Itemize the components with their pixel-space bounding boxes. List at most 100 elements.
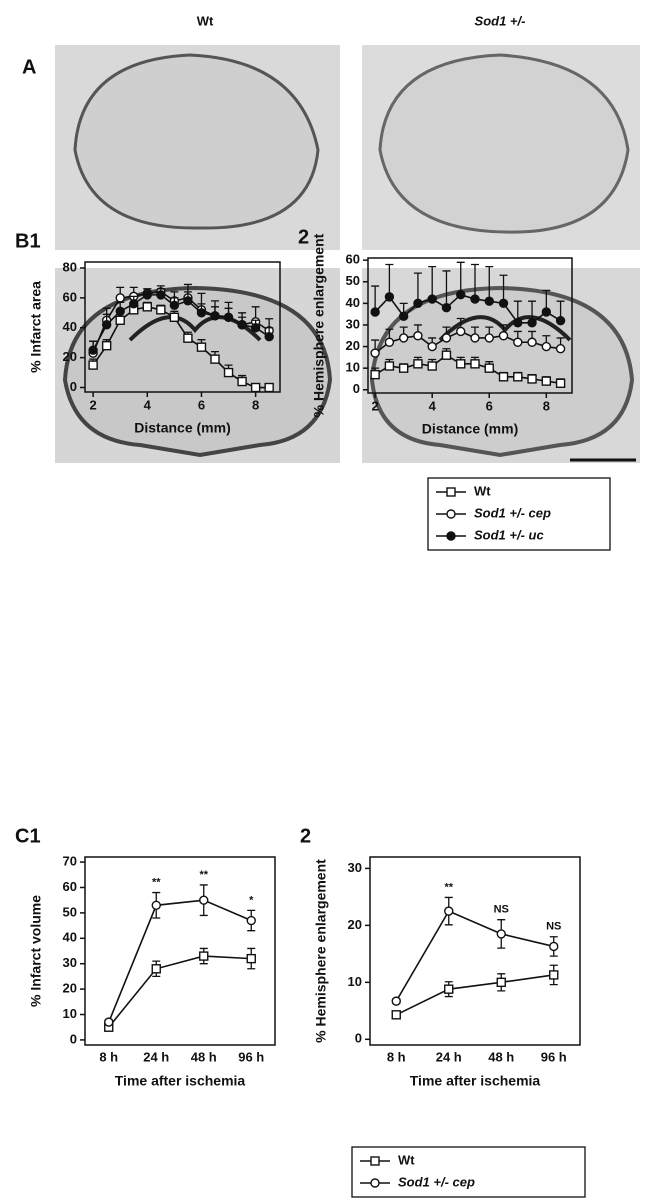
x-axis-label: Distance (mm) [422, 421, 518, 437]
marker [101, 340, 112, 351]
marker [484, 363, 494, 373]
marker [391, 1010, 401, 1020]
marker [498, 372, 509, 382]
x-tick-label: 6 [198, 397, 205, 412]
legend-label: Wt [474, 483, 491, 498]
legend-marker [446, 509, 456, 519]
marker [196, 342, 207, 352]
marker [237, 320, 247, 330]
marker [115, 306, 125, 317]
y-tick-label: 60 [63, 879, 77, 894]
error-bar [413, 272, 422, 304]
series-line [108, 955, 252, 1028]
plot-frame [369, 856, 581, 1046]
marker [384, 292, 395, 302]
marker [549, 941, 559, 952]
marker [527, 374, 537, 384]
y-tick-label: 50 [63, 904, 77, 919]
marker [498, 298, 509, 309]
marker [513, 337, 523, 347]
marker [250, 382, 261, 393]
marker [142, 290, 152, 300]
significance-label: * [249, 894, 254, 906]
x-tick-label: 24 h [143, 1049, 169, 1064]
marker [398, 363, 409, 373]
marker [427, 294, 437, 304]
marker [413, 298, 423, 309]
marker [413, 331, 423, 341]
marker [470, 294, 480, 304]
error-bar [485, 265, 494, 302]
marker [555, 315, 566, 326]
y-tick-label: 0 [70, 1031, 77, 1046]
marker [484, 333, 494, 343]
y-tick-label: 60 [63, 289, 77, 304]
marker [456, 326, 466, 337]
x-tick-label: 6 [486, 398, 493, 413]
marker [88, 360, 98, 370]
series-line [108, 899, 252, 1023]
marker [196, 308, 207, 318]
marker [370, 307, 380, 317]
marker [384, 337, 395, 347]
marker [264, 332, 274, 342]
marker [151, 900, 161, 910]
legend-label: Sod1 +/- uc [474, 527, 544, 542]
error-bar [470, 263, 479, 300]
marker [237, 376, 247, 387]
y-tick-label: 20 [63, 981, 77, 996]
x-tick-label: 2 [372, 398, 379, 413]
y-tick-label: 10 [348, 974, 362, 989]
error-bar [456, 261, 465, 295]
marker [246, 953, 256, 964]
x-tick-label: 96 h [238, 1049, 264, 1064]
marker [169, 312, 180, 322]
marker [413, 359, 423, 369]
marker [115, 315, 125, 325]
significance-label: ** [444, 881, 453, 893]
legend-label: Sod1 +/- cep [398, 1174, 475, 1189]
x-tick-label: 8 h [99, 1049, 118, 1064]
marker [104, 1017, 114, 1027]
marker [88, 345, 98, 355]
marker [223, 312, 234, 322]
marker [444, 984, 454, 994]
marker [456, 359, 466, 369]
x-tick-label: 2 [90, 397, 97, 412]
marker [183, 296, 193, 306]
y-tick-label: 30 [63, 955, 77, 970]
marker [527, 318, 537, 328]
marker [156, 305, 166, 315]
y-tick-label: 50 [346, 273, 360, 288]
column-label: Wt [197, 13, 214, 28]
legend-label: Wt [398, 1152, 415, 1167]
marker [156, 290, 166, 300]
panel-label: A [22, 56, 36, 78]
marker [384, 361, 395, 371]
marker [391, 996, 401, 1006]
marker [444, 906, 454, 916]
error-bar [385, 263, 394, 297]
y-tick-label: 0 [355, 1031, 362, 1046]
marker [210, 354, 220, 364]
error-bar [442, 270, 451, 308]
marker [151, 964, 161, 974]
legend-marker [446, 487, 456, 497]
marker [129, 299, 139, 309]
y-tick-label: 0 [70, 379, 77, 394]
marker [210, 311, 220, 321]
marker [555, 378, 566, 388]
marker [541, 307, 552, 317]
panel-label: 2 [300, 825, 311, 847]
marker [250, 323, 261, 333]
marker [513, 372, 523, 382]
plot-frame [84, 856, 276, 1046]
x-tick-label: 4 [429, 398, 437, 413]
marker [470, 359, 480, 369]
marker [183, 333, 193, 343]
y-axis-label: % Infarct area [28, 281, 44, 373]
legend-marker [370, 1178, 380, 1188]
marker [398, 333, 409, 343]
marker [427, 341, 437, 352]
marker [441, 333, 452, 343]
